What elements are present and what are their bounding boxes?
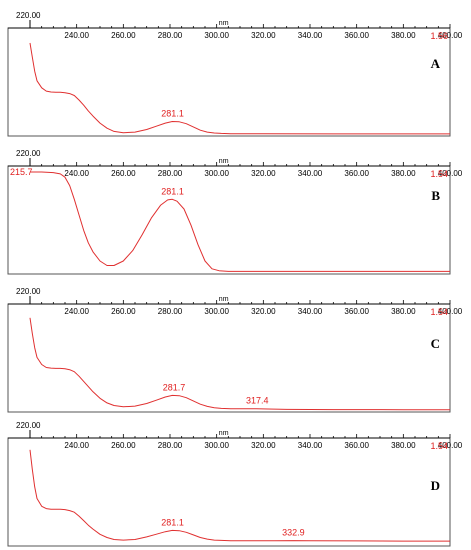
panel-b-tick-label: 260.00	[111, 169, 136, 178]
panel-c-letter: C	[431, 336, 440, 351]
panel-a-x-unit-label: nm	[219, 20, 229, 27]
panel-a-tick-label: 300.00	[204, 31, 229, 40]
panel-a-tick-label: 220.00	[16, 11, 41, 20]
panel-c-tick-label: 360.00	[344, 307, 369, 316]
panel-a-tick-label: 340.00	[298, 31, 323, 40]
panel-d-tick-label: 260.00	[111, 441, 136, 450]
panel-c-tick-label: 220.00	[16, 287, 41, 296]
panel-a-tick-label: 400.00	[438, 31, 463, 40]
panel-b-letter: B	[431, 188, 440, 203]
panel-c-peak-label: 317.4	[246, 396, 269, 406]
panel-c-peak-label: 281.7	[163, 382, 186, 392]
panel-c-tick-label: 260.00	[111, 307, 136, 316]
panel-a-frame	[7, 27, 451, 137]
panel-d-tick-label: 360.00	[344, 441, 369, 450]
panel-c-x-unit-label: nm	[219, 296, 229, 303]
panel-a-letter: A	[431, 56, 441, 71]
panel-d-peak-label: 281.1	[161, 517, 184, 527]
panel-d-x-unit-label: nm	[219, 430, 229, 437]
panel-b-tick-label: 300.00	[204, 169, 229, 178]
panel-c-tick-label: 340.00	[298, 307, 323, 316]
panel-b-tick-label: 360.00	[344, 169, 369, 178]
panel-d-peak-label: 332.9	[282, 528, 305, 538]
panel-c-spectrum-line	[29, 317, 450, 411]
panel-b-tick-label: 240.00	[64, 169, 89, 178]
panel-b-frame	[7, 165, 451, 275]
panel-c-tick-label: 320.00	[251, 307, 276, 316]
panel-b-tick-label: 380.00	[391, 169, 416, 178]
panel-b-tick-label: 280.00	[158, 169, 183, 178]
panel-d-y-max-label: 1.54	[430, 441, 448, 451]
panel-d-tick-label: 380.00	[391, 441, 416, 450]
panel-c-tick-label: 240.00	[64, 307, 89, 316]
panel-b-tick-label: 400.00	[438, 169, 463, 178]
panel-c-tick-label: 380.00	[391, 307, 416, 316]
panel-d-tick-label: 320.00	[251, 441, 276, 450]
panel-b-tick-label: 220.00	[16, 149, 41, 158]
panel-b-tick-label: 340.00	[298, 169, 323, 178]
panel-b-y-max-label: 1.54	[430, 169, 448, 179]
panel-b-tick-label: 320.00	[251, 169, 276, 178]
panel-c-y-max-label: 1.54	[430, 307, 448, 317]
panel-c-tick-label: 300.00	[204, 307, 229, 316]
panel-a-spectrum-line	[29, 42, 450, 135]
panel-b-spectrum-line	[30, 171, 450, 272]
panel-b-x-unit-label: nm	[219, 158, 229, 165]
panel-a-tick-label: 360.00	[344, 31, 369, 40]
panel-d-tick-label: 300.00	[204, 441, 229, 450]
panel-d-spectrum-line	[29, 449, 450, 542]
panel-b-peak-label: 281.1	[161, 186, 184, 196]
panel-d-tick-label: 340.00	[298, 441, 323, 450]
panel-d-tick-label: 240.00	[64, 441, 89, 450]
panel-c-tick-label: 400.00	[438, 307, 463, 316]
panel-a-tick-label: 380.00	[391, 31, 416, 40]
panel-d-tick-label: 220.00	[16, 421, 41, 430]
panel-b-left-value-label: 215.7	[10, 167, 33, 177]
panel-a-peak-label: 281.1	[161, 109, 184, 119]
panel-c-frame	[7, 303, 451, 413]
panel-d-letter: D	[431, 478, 440, 493]
panel-a-tick-label: 320.00	[251, 31, 276, 40]
panel-a-tick-label: 240.00	[64, 31, 89, 40]
panel-a-tick-label: 280.00	[158, 31, 183, 40]
panel-a-tick-label: 260.00	[111, 31, 136, 40]
panel-d-frame	[7, 437, 451, 547]
panel-d-tick-label: 400.00	[438, 441, 463, 450]
panel-c-tick-label: 280.00	[158, 307, 183, 316]
panel-d-tick-label: 280.00	[158, 441, 183, 450]
panel-a-y-max-label: 1.56	[430, 31, 448, 41]
